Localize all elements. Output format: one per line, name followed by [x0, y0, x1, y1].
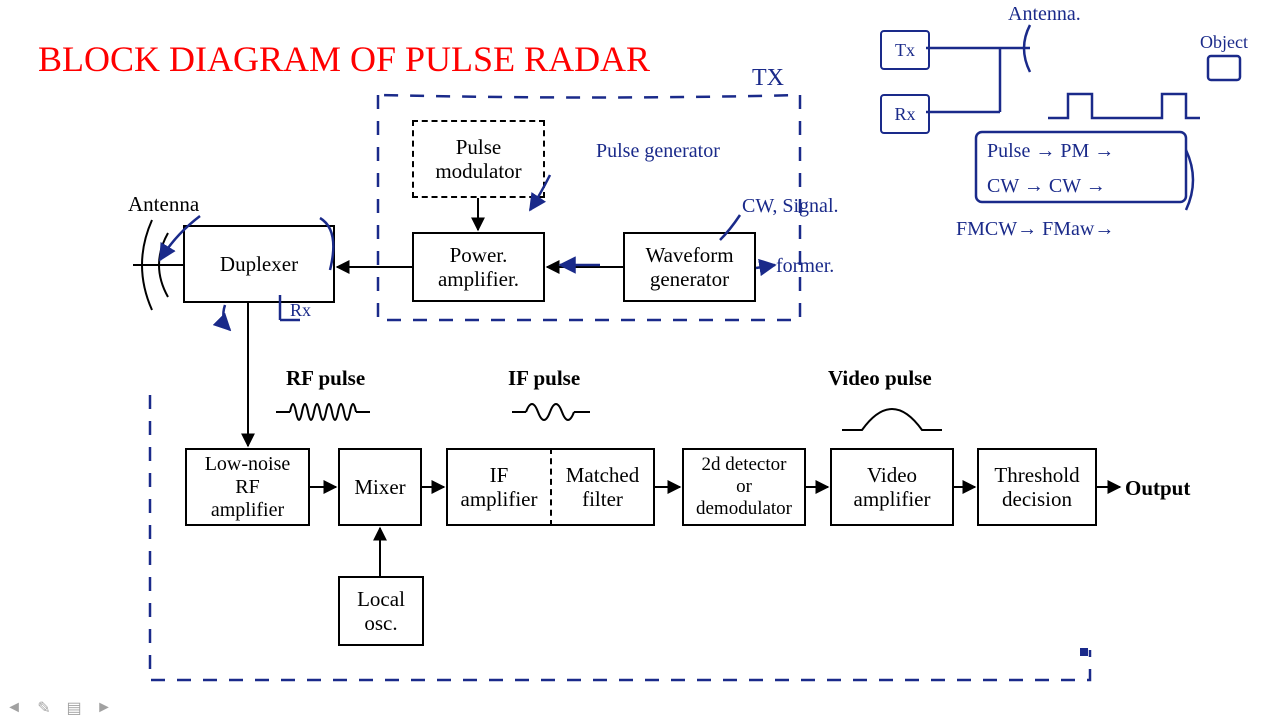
label-output: Output: [1125, 476, 1190, 501]
handwriting-object: Object: [1200, 32, 1248, 53]
label-video-pulse: Video pulse: [828, 366, 932, 391]
label-if-pulse: IF pulse: [508, 366, 580, 391]
handwriting-fmcw-row: FMCW→ FMaw→: [956, 218, 1114, 241]
block-label: Videoamplifier: [854, 463, 931, 511]
handwriting-antenna: Antenna.: [1008, 3, 1081, 26]
block-waveform-generator: Waveformgenerator: [623, 232, 756, 302]
block-threshold-decision: Thresholddecision: [977, 448, 1097, 526]
block-label: Waveformgenerator: [645, 243, 733, 291]
block-detector: 2d detectorordemodulator: [682, 448, 806, 526]
block-lna: Low-noiseRFamplifier: [185, 448, 310, 526]
slides-icon[interactable]: ▤: [66, 700, 82, 716]
handwriting-tx: TX: [752, 65, 784, 92]
handwriting-cw-signal: CW, Signal.: [742, 195, 839, 218]
block-label: Thresholddecision: [994, 463, 1079, 511]
block-label: Duplexer: [220, 252, 298, 276]
block-label: IFamplifier: [461, 463, 538, 511]
handwriting-tx-box: Tx: [880, 30, 930, 70]
next-slide-icon[interactable]: ►: [96, 700, 112, 716]
block-label: 2d detectorordemodulator: [696, 454, 792, 520]
handwriting-rx-small: Rx: [290, 300, 311, 321]
page-title: BLOCK DIAGRAM OF PULSE RADAR: [38, 38, 650, 80]
block-label: Matchedfilter: [566, 463, 639, 511]
block-label: Low-noiseRFamplifier: [205, 453, 291, 522]
handwriting-pulse-generator: Pulse generator: [596, 140, 720, 163]
handwriting-rx-box: Rx: [880, 94, 930, 134]
block-label: Pulsemodulator: [435, 135, 521, 183]
label-rf-pulse: RF pulse: [286, 366, 365, 391]
diagram-overlay: [0, 0, 1280, 720]
presentation-toolbar: ◄ ✎ ▤ ►: [6, 700, 112, 716]
block-pulse-modulator: Pulsemodulator: [412, 120, 545, 198]
pen-icon[interactable]: ✎: [36, 700, 52, 716]
block-label: Power.amplifier.: [438, 243, 519, 291]
block-local-osc: Localosc.: [338, 576, 424, 646]
handwriting-cw-row: CW → CW →: [987, 175, 1106, 198]
handwriting-pulse-row: Pulse → PM →: [987, 140, 1114, 163]
label-antenna: Antenna: [128, 192, 199, 217]
block-video-amplifier: Videoamplifier: [830, 448, 954, 526]
prev-slide-icon[interactable]: ◄: [6, 700, 22, 716]
block-label: Mixer: [354, 475, 405, 499]
block-duplexer: Duplexer: [183, 225, 335, 303]
block-label: Localosc.: [357, 587, 405, 635]
block-matched-filter: Matchedfilter: [552, 448, 655, 526]
handwriting-former: former.: [776, 255, 834, 278]
block-if-amplifier: IFamplifier: [446, 448, 552, 526]
block-mixer: Mixer: [338, 448, 422, 526]
block-power-amplifier: Power.amplifier.: [412, 232, 545, 302]
